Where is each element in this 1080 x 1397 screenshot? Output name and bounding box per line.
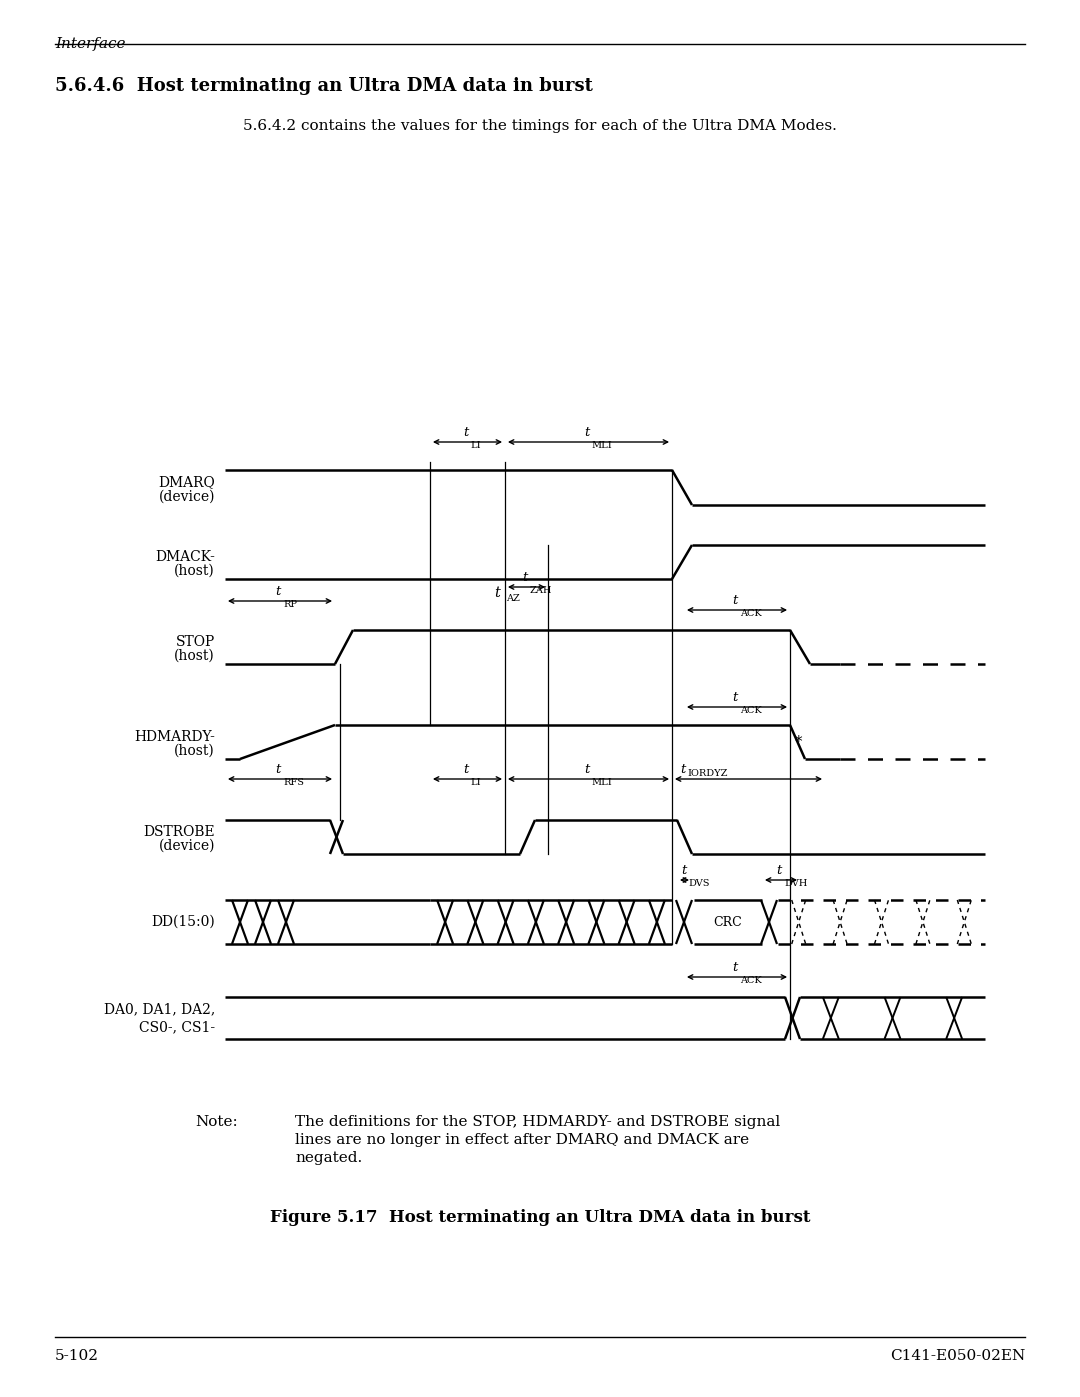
Text: CRC: CRC <box>714 915 742 929</box>
Text: MLI: MLI <box>592 441 612 450</box>
Text: The definitions for the STOP, HDMARDY- and DSTROBE signal: The definitions for the STOP, HDMARDY- a… <box>295 1115 780 1129</box>
Text: DSTROBE: DSTROBE <box>144 826 215 840</box>
Text: ACK: ACK <box>740 705 761 715</box>
Text: MLI: MLI <box>592 778 612 787</box>
Text: (device): (device) <box>159 489 215 503</box>
Text: t: t <box>584 426 590 439</box>
Text: t: t <box>777 863 782 877</box>
Text: negated.: negated. <box>295 1151 362 1165</box>
Text: t: t <box>275 763 281 775</box>
Text: t: t <box>463 426 469 439</box>
Text: (host): (host) <box>174 745 215 759</box>
Text: t: t <box>494 585 500 599</box>
Text: DA0, DA1, DA2,: DA0, DA1, DA2, <box>104 1002 215 1016</box>
Text: t: t <box>732 961 738 974</box>
Text: RFS: RFS <box>283 778 303 787</box>
Text: (device): (device) <box>159 840 215 854</box>
Text: LI: LI <box>471 441 481 450</box>
Text: DVS: DVS <box>689 879 710 888</box>
Text: CS0-, CS1-: CS0-, CS1- <box>139 1020 215 1034</box>
Text: 5.6.4.6  Host terminating an Ultra DMA data in burst: 5.6.4.6 Host terminating an Ultra DMA da… <box>55 77 593 95</box>
Text: t: t <box>732 594 738 608</box>
Text: DMARQ: DMARQ <box>159 475 215 489</box>
Text: LI: LI <box>471 778 481 787</box>
Text: DVH: DVH <box>784 879 808 888</box>
Text: Figure 5.17  Host terminating an Ultra DMA data in burst: Figure 5.17 Host terminating an Ultra DM… <box>270 1208 810 1227</box>
Text: Note:: Note: <box>195 1115 238 1129</box>
Text: (host): (host) <box>174 564 215 578</box>
Text: C141-E050-02EN: C141-E050-02EN <box>890 1350 1025 1363</box>
Text: t: t <box>680 763 686 775</box>
Text: 5.6.4.2 contains the values for the timings for each of the Ultra DMA Modes.: 5.6.4.2 contains the values for the timi… <box>243 119 837 133</box>
Text: t: t <box>522 571 527 584</box>
Text: ZAH: ZAH <box>529 585 552 595</box>
Text: t: t <box>680 863 686 877</box>
Text: t: t <box>732 692 738 704</box>
Text: (host): (host) <box>174 650 215 664</box>
Text: AZ: AZ <box>507 594 519 604</box>
Text: ACK: ACK <box>740 977 761 985</box>
Text: t: t <box>463 763 469 775</box>
Text: STOP: STOP <box>176 636 215 650</box>
Text: DMACK-: DMACK- <box>156 550 215 564</box>
Text: lines are no longer in effect after DMARQ and DMACK are: lines are no longer in effect after DMAR… <box>295 1133 750 1147</box>
Text: t: t <box>275 585 281 598</box>
Text: ACK: ACK <box>740 609 761 617</box>
Text: IORDYZ: IORDYZ <box>687 768 728 778</box>
Text: *: * <box>794 735 801 750</box>
Text: 5-102: 5-102 <box>55 1350 99 1363</box>
Text: HDMARDY-: HDMARDY- <box>134 731 215 745</box>
Text: RP: RP <box>283 599 297 609</box>
Text: t: t <box>584 763 590 775</box>
Text: Interface: Interface <box>55 36 125 52</box>
Text: DD(15:0): DD(15:0) <box>151 915 215 929</box>
